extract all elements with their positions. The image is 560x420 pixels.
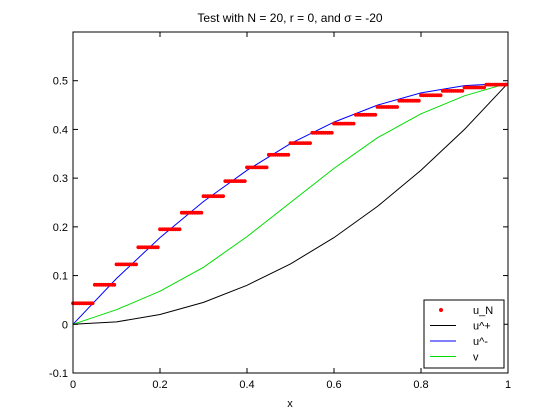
y-tick-label: 0.4 [53,124,68,136]
data-point [329,130,334,135]
x-tick-label: 0.4 [239,379,254,391]
data-point [438,93,443,98]
x-tick-label: 0.2 [152,379,167,391]
data-point [460,89,465,93]
x-tick-label: 0.8 [413,379,428,391]
x-tick-label: 0.6 [326,379,341,391]
data-point [90,301,95,306]
data-point [373,112,378,117]
data-point [134,262,139,267]
legend-label: u^+ [473,321,491,333]
y-tick-label: 0.5 [53,76,68,88]
legend-marker [439,308,443,312]
legend-box [423,299,505,369]
data-point [351,121,356,126]
data-point [155,245,160,250]
series-line-u [72,82,509,325]
axes-box [72,31,509,374]
legend-label: u^- [473,336,488,348]
y-tick-label: 0.3 [53,173,68,185]
data-point [199,210,204,215]
series-layer [71,82,509,325]
data-point [395,105,399,109]
series-line-v [72,82,509,325]
data-point [221,194,226,199]
chart-title: Test with N = 20, r = 0, and σ = -20 [197,11,382,25]
x-axis-label: x [287,398,293,410]
y-tick-label: -0.1 [49,368,68,380]
ticks-layer: 0 0.2 0.4 0.6 0.8 1-0.100.10.20.30.40.5 [49,32,511,391]
data-point [416,98,421,103]
y-tick-label: 0.1 [53,271,68,283]
y-tick-label: 0.2 [53,222,68,234]
data-point [112,282,117,287]
y-tick-label: 0 [62,319,68,331]
x-tick-label: 1 [505,379,511,391]
data-point [308,141,312,146]
data-point [503,82,508,87]
x-tick-label: 0 [70,379,76,391]
legend-label: v [473,352,479,364]
legend-label: u_N [473,305,493,317]
data-point [286,152,291,157]
series-markers-u-n [71,82,508,306]
data-point [242,179,247,184]
data-point [482,85,486,90]
data-point [264,165,269,170]
legend: u_N u^+ u^- v [423,299,505,369]
data-point [177,227,182,232]
